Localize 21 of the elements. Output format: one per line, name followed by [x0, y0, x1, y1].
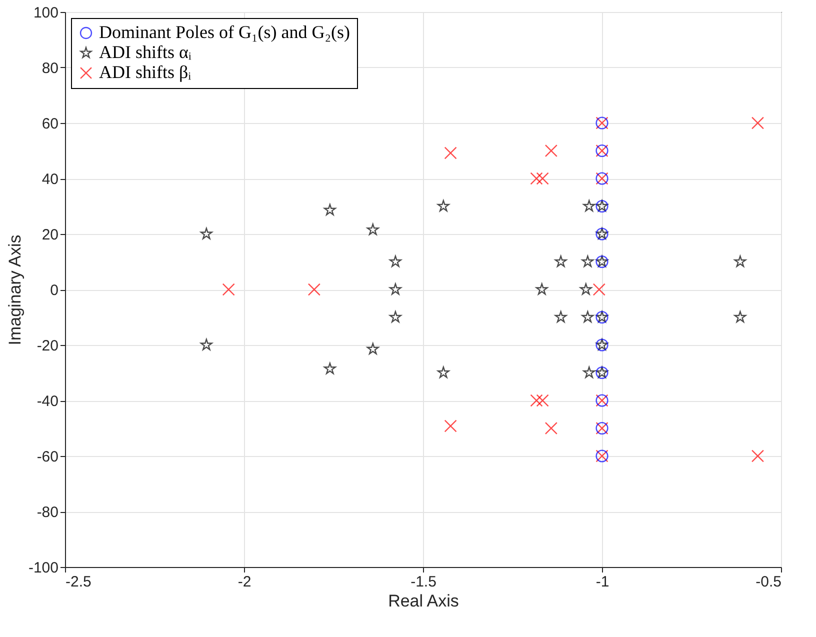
y-tick-label: 80: [42, 60, 58, 77]
y-tick-label: 100: [33, 4, 58, 22]
y-tick-label: -40: [36, 393, 58, 410]
x-tick-label: -0.5: [756, 574, 782, 590]
x-tick-label: -2.5: [66, 574, 92, 590]
legend-label: Dominant Poles of G₁(s) and G₂(s): [99, 22, 350, 42]
y-tick-label: -100: [28, 560, 58, 576]
x-tick-label: -1: [596, 574, 610, 590]
y-tick-label: 20: [42, 226, 58, 244]
x-axis-title: Real Axis: [388, 592, 459, 610]
legend-label: ADI shifts αᵢ: [99, 42, 192, 62]
y-tick-label: 60: [42, 116, 58, 132]
y-tick-label: -60: [36, 448, 58, 466]
legend-label: ADI shifts βᵢ: [99, 62, 192, 82]
y-tick-label: 40: [42, 171, 58, 188]
y-tick-label: -20: [36, 338, 58, 354]
y-tick-label: 0: [50, 282, 58, 299]
x-tick-label: -2: [238, 574, 252, 590]
y-axis-title: Imaginary Axis: [5, 234, 24, 346]
y-tick-label: -80: [36, 504, 58, 521]
x-tick-label: -1.5: [410, 574, 436, 590]
